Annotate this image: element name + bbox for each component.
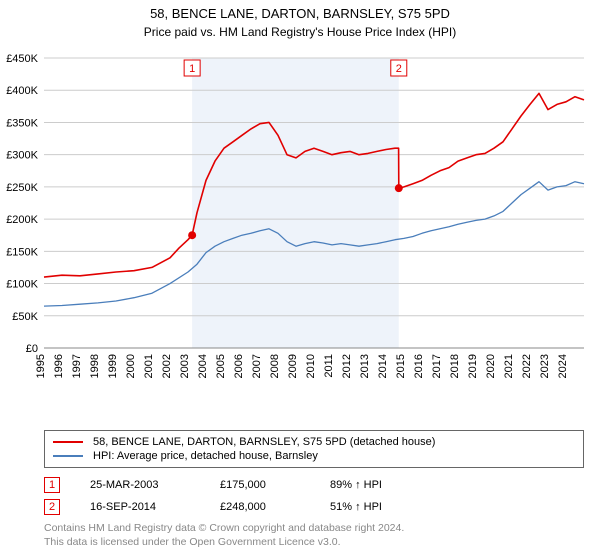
legend-label-property: 58, BENCE LANE, DARTON, BARNSLEY, S75 5P… [93, 436, 435, 448]
svg-text:2012: 2012 [341, 354, 353, 378]
chart-area: £0£50K£100K£150K£200K£250K£300K£350K£400… [44, 48, 584, 388]
svg-text:2004: 2004 [197, 354, 209, 378]
svg-text:£200K: £200K [6, 214, 38, 226]
svg-text:2013: 2013 [359, 354, 371, 378]
sale-pct-1: 89% ↑ HPI [330, 479, 420, 491]
legend-swatch-property [53, 441, 83, 443]
svg-text:2009: 2009 [287, 354, 299, 378]
svg-text:2006: 2006 [233, 354, 245, 378]
svg-text:2: 2 [396, 63, 402, 75]
svg-text:2024: 2024 [557, 354, 569, 378]
chart-svg: £0£50K£100K£150K£200K£250K£300K£350K£400… [44, 48, 584, 388]
svg-text:£150K: £150K [6, 246, 38, 258]
svg-text:£350K: £350K [6, 117, 38, 129]
svg-text:2000: 2000 [125, 354, 137, 378]
svg-text:£100K: £100K [6, 279, 38, 291]
sales-table: 1 25-MAR-2003 £175,000 89% ↑ HPI 2 16-SE… [44, 474, 420, 518]
svg-text:2019: 2019 [467, 354, 479, 378]
svg-text:2001: 2001 [143, 354, 155, 378]
svg-text:£250K: £250K [6, 182, 38, 194]
legend-box: 58, BENCE LANE, DARTON, BARNSLEY, S75 5P… [44, 430, 584, 468]
svg-text:1996: 1996 [53, 354, 65, 378]
sale-date-1: 25-MAR-2003 [90, 479, 190, 491]
sale-pct-2: 51% ↑ HPI [330, 501, 420, 513]
svg-text:2021: 2021 [503, 354, 515, 378]
sale-date-2: 16-SEP-2014 [90, 501, 190, 513]
chart-container: 58, BENCE LANE, DARTON, BARNSLEY, S75 5P… [0, 0, 600, 560]
legend-swatch-hpi [53, 455, 83, 457]
attribution: Contains HM Land Registry data © Crown c… [44, 522, 404, 549]
attribution-line2: This data is licensed under the Open Gov… [44, 536, 404, 550]
attribution-line1: Contains HM Land Registry data © Crown c… [44, 522, 404, 536]
sale-marker-1: 1 [44, 477, 60, 493]
svg-text:2008: 2008 [269, 354, 281, 378]
svg-text:£400K: £400K [6, 85, 38, 97]
sale-row-1: 1 25-MAR-2003 £175,000 89% ↑ HPI [44, 474, 420, 496]
chart-title: 58, BENCE LANE, DARTON, BARNSLEY, S75 5P… [0, 6, 600, 23]
svg-text:2015: 2015 [395, 354, 407, 378]
svg-text:2014: 2014 [377, 354, 389, 378]
svg-text:2023: 2023 [539, 354, 551, 378]
svg-text:2020: 2020 [485, 354, 497, 378]
svg-text:£50K: £50K [12, 311, 38, 323]
svg-text:2007: 2007 [251, 354, 263, 378]
title-block: 58, BENCE LANE, DARTON, BARNSLEY, S75 5P… [0, 0, 600, 39]
svg-text:£0: £0 [26, 343, 38, 355]
svg-text:2010: 2010 [305, 354, 317, 378]
svg-text:2003: 2003 [179, 354, 191, 378]
svg-text:2005: 2005 [215, 354, 227, 378]
svg-text:1995: 1995 [35, 354, 47, 378]
legend-row-hpi: HPI: Average price, detached house, Barn… [53, 449, 575, 463]
sale-price-2: £248,000 [220, 501, 300, 513]
svg-text:1: 1 [189, 63, 195, 75]
sale-price-1: £175,000 [220, 479, 300, 491]
svg-text:£300K: £300K [6, 150, 38, 162]
svg-text:2016: 2016 [413, 354, 425, 378]
sale-marker-2: 2 [44, 499, 60, 515]
svg-text:2011: 2011 [323, 354, 335, 378]
svg-text:£450K: £450K [6, 53, 38, 65]
svg-text:1998: 1998 [89, 354, 101, 378]
sale-row-2: 2 16-SEP-2014 £248,000 51% ↑ HPI [44, 496, 420, 518]
svg-text:2017: 2017 [431, 354, 443, 378]
svg-text:2002: 2002 [161, 354, 173, 378]
svg-text:2022: 2022 [521, 354, 533, 378]
svg-text:2018: 2018 [449, 354, 461, 378]
chart-subtitle: Price paid vs. HM Land Registry's House … [0, 25, 600, 39]
legend-label-hpi: HPI: Average price, detached house, Barn… [93, 450, 318, 462]
svg-text:1999: 1999 [107, 354, 119, 378]
legend-row-property: 58, BENCE LANE, DARTON, BARNSLEY, S75 5P… [53, 435, 575, 449]
svg-text:1997: 1997 [71, 354, 83, 378]
